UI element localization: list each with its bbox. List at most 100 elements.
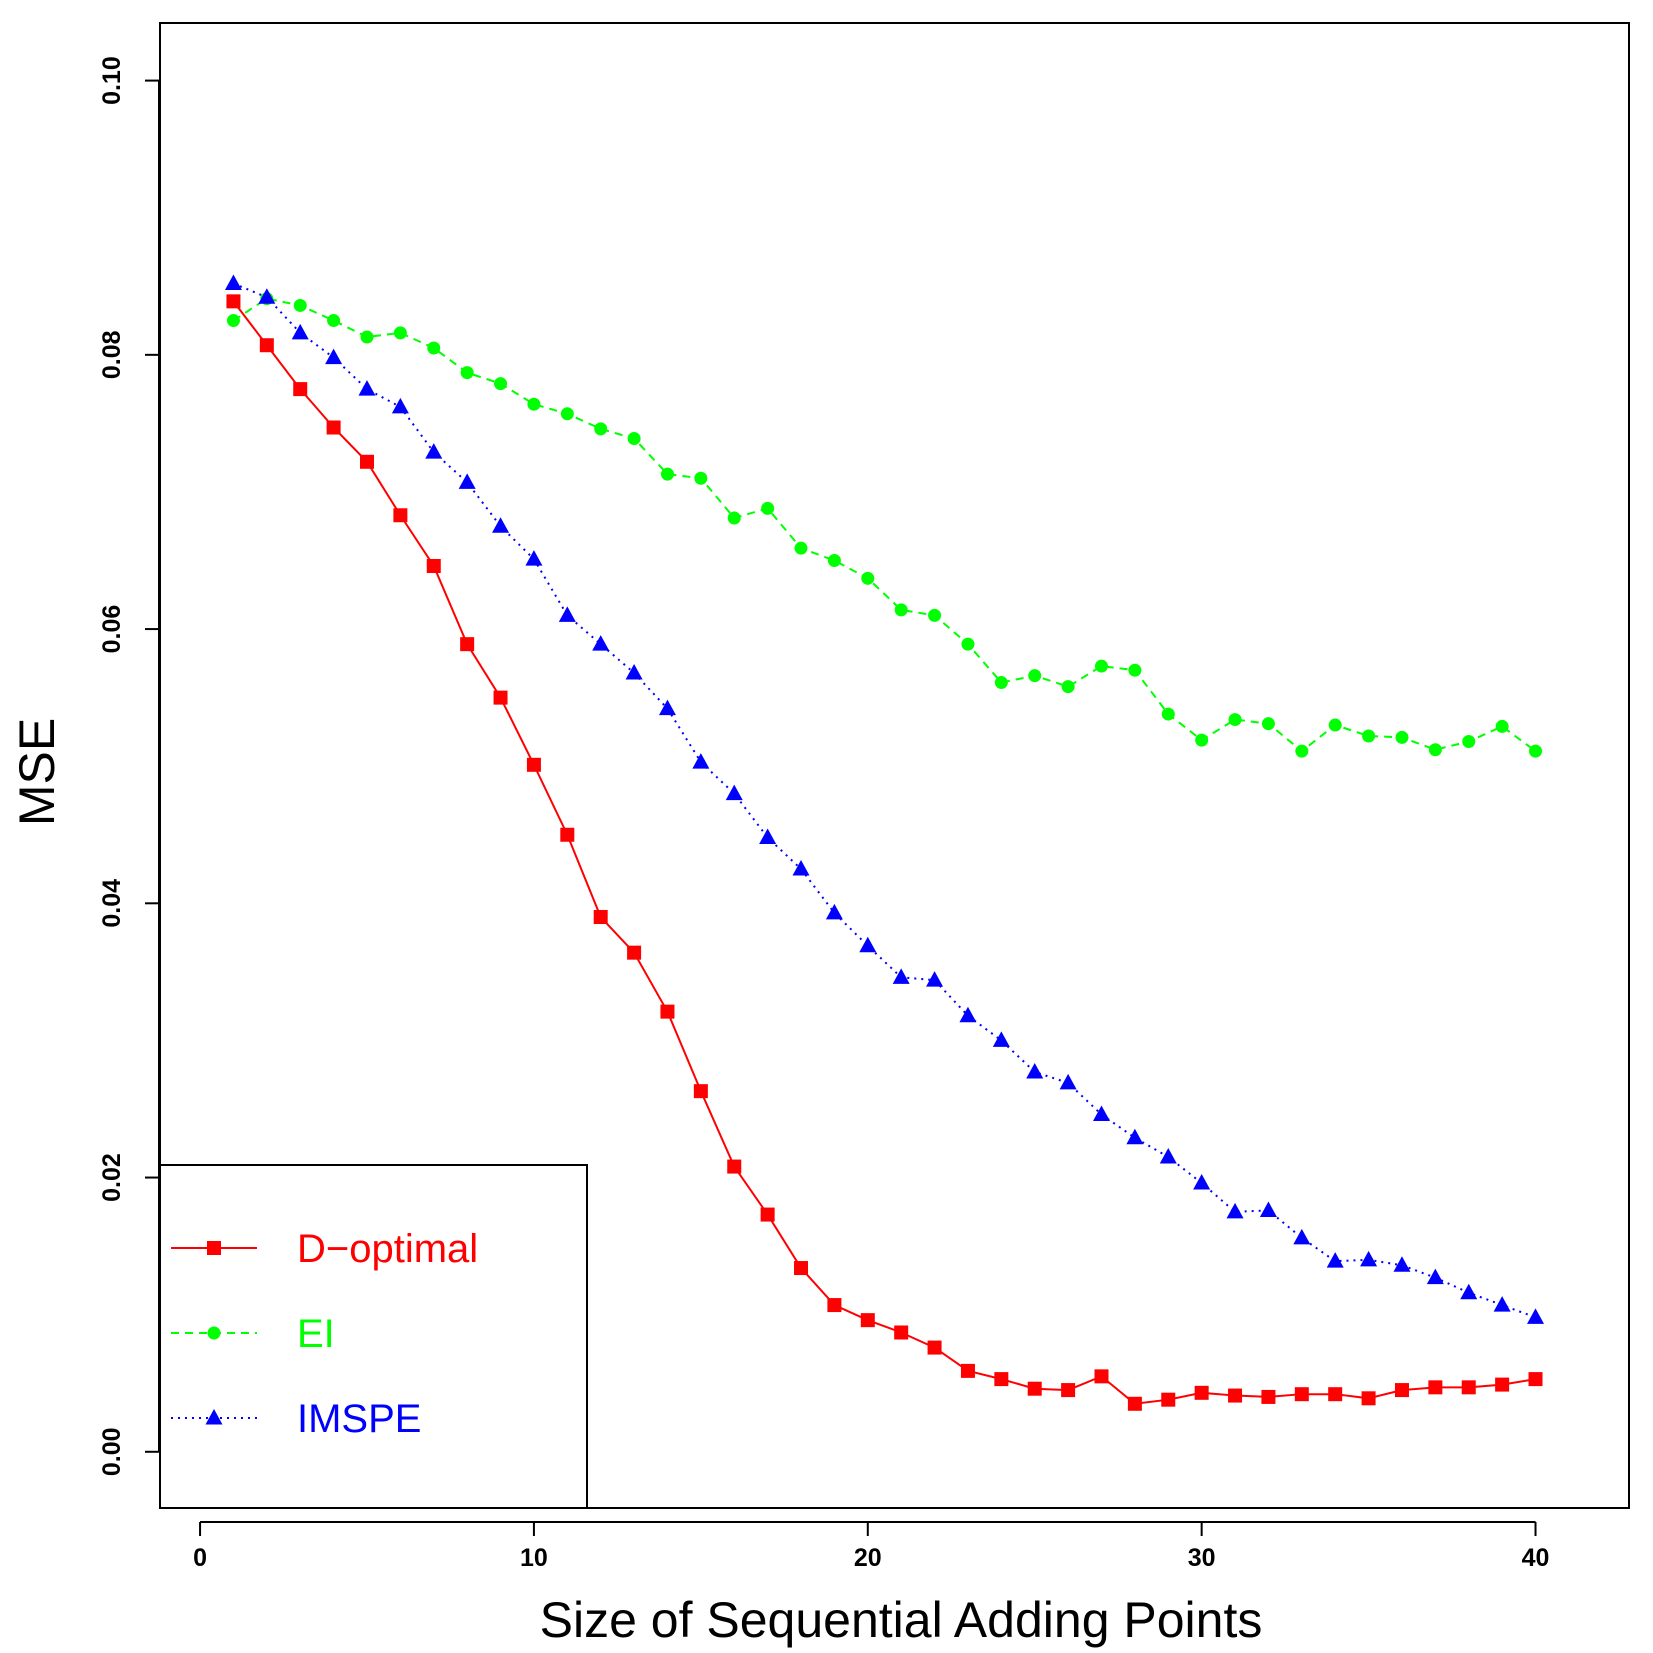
data-point-d-optimal [794,1261,809,1276]
data-point-d-optimal [1094,1369,1109,1384]
data-point-ei [827,554,841,568]
data-point-imspe [1193,1174,1211,1190]
data-point-ei [1495,719,1509,733]
series-line-imspe [233,282,1536,1319]
legend-marker-ei [207,1326,221,1340]
data-point-imspe [1426,1268,1444,1285]
data-point-ei [393,326,407,340]
series-imspe [224,274,1545,1324]
data-point-imspe [859,936,877,953]
data-point-d-optimal [293,382,308,397]
data-point-imspe [558,606,576,622]
data-point-d-optimal [827,1298,842,1313]
data-point-ei [1428,743,1442,757]
data-point-d-optimal [1061,1383,1076,1398]
data-point-ei [1462,735,1476,749]
data-point-d-optimal [860,1313,875,1328]
x-tick-label: 40 [1522,1544,1550,1572]
data-point-d-optimal [660,1004,675,1019]
data-point-ei [1395,730,1409,744]
y-tick-label: 0.04 [98,879,126,928]
data-point-ei [761,501,775,515]
data-point-ei [894,603,908,617]
x-axis-title: Size of Sequential Adding Points [540,1592,1263,1648]
data-point-ei [627,431,641,445]
series-line-d-optimal [232,300,1536,1405]
data-point-ei [1195,733,1209,747]
data-point-ei [1295,744,1309,758]
data-point-d-optimal [1161,1392,1176,1407]
data-point-d-optimal [894,1325,909,1340]
series-line-ei [232,297,1537,753]
data-point-d-optimal [1194,1385,1209,1400]
data-point-ei [1228,713,1242,727]
data-point-ei [594,422,608,436]
data-point-d-optimal [426,558,441,573]
series-d-optimal [226,294,1543,1411]
data-point-imspe [792,860,810,876]
data-point-ei [694,471,708,485]
data-point-ei [660,467,674,481]
data-point-ei [560,407,574,421]
y-axis-title: MSE [9,718,65,826]
data-point-ei [1094,659,1108,673]
data-point-d-optimal [259,338,274,353]
x-tick-label: 20 [854,1544,882,1572]
legend-label-ei: EI [297,1312,335,1356]
data-point-ei [460,366,474,380]
data-point-d-optimal [727,1159,742,1174]
legend-label-d-optimal: D−optimal [297,1227,478,1271]
x-axis: 0 10 20 30 40 [193,1521,1550,1572]
data-point-imspe [1126,1128,1144,1145]
data-point-ei [1161,707,1175,721]
data-point-imspe [258,288,276,304]
data-point-imspe [1393,1256,1411,1272]
data-point-ei [794,541,808,555]
data-point-imspe [725,784,743,801]
data-point-d-optimal [1361,1391,1376,1406]
data-point-ei [427,341,441,355]
legend-box [159,1164,588,1509]
data-point-d-optimal [359,454,374,469]
data-point-imspe [525,550,543,566]
data-point-imspe [926,971,944,987]
data-point-ei [727,511,741,525]
data-point-ei [1362,729,1376,743]
y-tick-label: 0.00 [98,1427,126,1476]
data-point-imspe [1460,1283,1478,1300]
data-point-imspe [1293,1228,1311,1245]
data-point-ei [360,330,374,344]
data-point-imspe [1360,1250,1378,1267]
data-point-d-optimal [460,637,475,652]
data-point-imspe [1527,1308,1545,1324]
data-point-imspe [992,1031,1010,1047]
data-point-ei [1028,669,1042,683]
data-point-imspe [391,397,409,414]
data-point-d-optimal [1461,1380,1476,1395]
data-point-d-optimal [226,294,241,309]
data-point-imspe [1326,1252,1344,1268]
data-point-d-optimal [927,1340,942,1355]
data-point-imspe [291,323,309,340]
data-point-d-optimal [760,1207,775,1222]
data-point-d-optimal [693,1084,708,1099]
x-tick-label: 30 [1188,1544,1216,1572]
data-point-d-optimal [326,420,341,435]
data-point-d-optimal [1428,1380,1443,1395]
data-point-d-optimal [393,508,408,523]
data-point-imspe [692,753,710,769]
data-point-ei [1128,663,1142,677]
data-point-ei [1529,744,1543,758]
series-layer [224,274,1545,1411]
data-point-imspe [1026,1062,1044,1079]
legend-marker-d-optimal [207,1241,221,1255]
data-point-imspe [892,968,910,984]
data-point-ei [861,571,875,585]
data-point-imspe [759,828,777,844]
data-point-d-optimal [1027,1381,1042,1396]
legend-label-imspe: IMSPE [297,1397,421,1441]
data-point-ei [494,377,508,391]
data-point-ei [293,298,307,312]
